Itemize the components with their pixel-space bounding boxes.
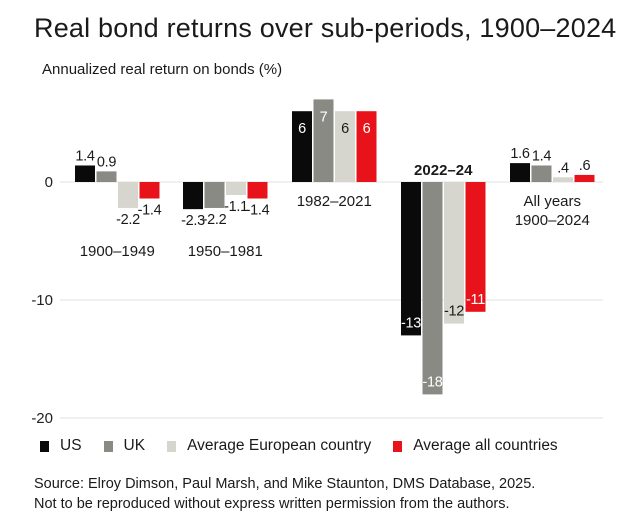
bar-average-all-countries-all-years-1900-2024 [574, 174, 595, 182]
bar-us-2022-24 [401, 182, 421, 336]
legend-swatch-all-countries [393, 440, 403, 452]
bar-us-1950-1981 [183, 182, 203, 210]
data-label-us-1982-2021: 6 [298, 121, 306, 137]
y-tick-label-10: -10 [31, 292, 53, 309]
y-tick-label-20: -20 [31, 410, 53, 427]
data-label-uk-all-years-1900-2024: 1.4 [532, 148, 551, 164]
category-label-all-years-1900-2024-line-2: 1900–2024 [515, 212, 590, 229]
legend-label-uk: UK [123, 437, 146, 454]
data-label-us-2022-24: -13 [401, 315, 421, 331]
data-label-uk-1950-1981: -2.2 [203, 212, 227, 228]
data-label-uk-2022-24: -18 [422, 374, 442, 390]
legend-item-european: Average European country [167, 437, 371, 455]
bar-chart: 0-10-201.4 0.9-2.2-1.41900–1949-2.3-2.2-1… [31, 99, 603, 427]
bar-average-all-countries-1950-1981 [247, 182, 268, 199]
bar-average-european-country-1982-2021 [335, 111, 355, 182]
category-label-1982-2021: 1982–2021 [297, 193, 372, 210]
chart-title: Real bond returns over sub-periods, 1900… [34, 13, 617, 43]
data-label-uk-1982-2021: 7 [320, 109, 328, 125]
bar-average-european-country-1900-1949 [118, 182, 138, 208]
bar-average-european-country-all-years-1900-2024 [553, 177, 573, 182]
legend-item-uk: UK [103, 437, 146, 455]
data-label-average-european-country-1900-1949: -2.2 [116, 212, 140, 228]
source-line-1: Source: Elroy Dimson, Paul Marsh, and Mi… [34, 476, 536, 492]
bar-uk-all-years-1900-2024 [531, 165, 552, 182]
legend-label-us: US [60, 437, 82, 454]
bar-uk-1950-1981 [204, 182, 225, 208]
data-label-us-1900-1949: 1.4 [75, 148, 94, 164]
data-label-average-all-countries-1950-1981: -1.4 [246, 203, 270, 219]
data-label-average-all-countries-1900-1949: -1.4 [138, 203, 162, 219]
source-line-2: Not to be reproduced without express wri… [34, 496, 510, 512]
bar-average-european-country-1950-1981 [226, 182, 246, 195]
category-label-2022-24: 2022–24 [414, 162, 473, 179]
legend-label-all-countries: Average all countries [413, 437, 558, 454]
bar-average-all-countries-1900-1949 [139, 182, 160, 199]
legend-swatch-us [40, 440, 49, 452]
category-label-1950-1981: 1950–1981 [188, 243, 263, 260]
bar-us-1900-1949 [75, 165, 95, 182]
bar-average-all-countries-1982-2021 [356, 111, 377, 182]
category-label-1900-1949: 1900–1949 [80, 243, 155, 260]
legend-swatch-european [167, 440, 177, 452]
data-label-average-european-country-all-years-1900-2024: .4 [557, 160, 569, 176]
category-label-all-years-1900-2024-line-1: All years [523, 193, 581, 210]
bar-us-all-years-1900-2024 [510, 163, 530, 182]
data-label-average-european-country-2022-24: -12 [444, 304, 464, 320]
data-label-average-european-country-1982-2021: 6 [341, 121, 349, 137]
legend-swatch-uk [103, 440, 113, 452]
bar-us-1982-2021 [292, 111, 312, 182]
data-label-average-all-countries-1982-2021: 6 [363, 121, 371, 137]
bar-average-european-country-2022-24 [444, 182, 464, 324]
data-label-average-all-countries-2022-24: -11 [466, 292, 485, 308]
source-note: Source: Elroy Dimson, Paul Marsh, and Mi… [34, 474, 535, 514]
bar-uk-1982-2021 [313, 99, 334, 182]
data-label-average-european-country-1950-1981: -1.1 [224, 199, 248, 215]
legend-item-all-countries: Average all countries [393, 437, 558, 455]
data-label-us-1950-1981: -2.3 [181, 213, 205, 229]
data-label-us-all-years-1900-2024: 1.6 [510, 146, 529, 162]
bar-uk-1900-1949 [96, 171, 117, 182]
data-label-average-all-countries-all-years-1900-2024: .6 [579, 158, 591, 174]
bar-average-all-countries-2022-24 [465, 182, 486, 312]
legend-item-us: US [40, 437, 82, 455]
legend: US UK Average European country Average a… [40, 436, 580, 456]
y-axis-label: Annualized real return on bonds (%) [42, 61, 283, 78]
data-label-uk-1900-1949: 0.9 [97, 154, 116, 170]
y-tick-label-0: 0 [45, 174, 53, 191]
legend-label-european: Average European country [187, 437, 372, 454]
bar-uk-2022-24 [422, 182, 443, 395]
